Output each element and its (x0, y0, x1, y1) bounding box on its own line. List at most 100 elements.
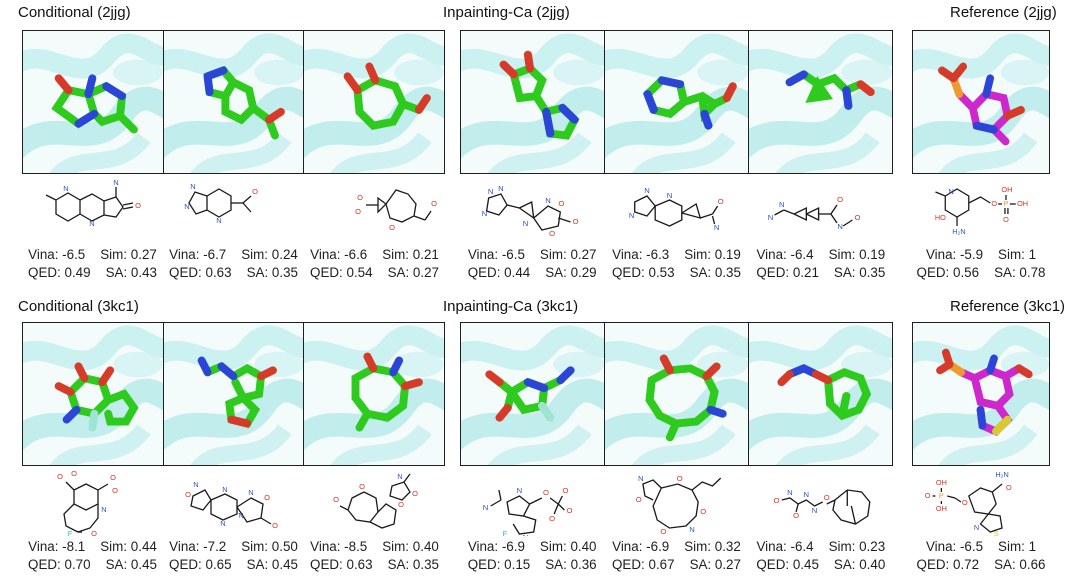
metrics: Vina: -6.7 Sim: 0.24 QED: 0.63 SA: 0.35 (163, 246, 304, 281)
metrics-strip: Vina: -5.9 Sim: 1 QED: 0.56 SA: 0.78 (912, 246, 1050, 281)
sa-label: SA: (994, 264, 1016, 280)
group-title-inpainting-2jjg: Inpainting-Ca (2jjg) (443, 4, 570, 21)
structure-strip (460, 466, 893, 536)
molecule-2d-drawing (45, 177, 142, 229)
sim-metric: Sim: 0.27 (100, 246, 157, 264)
vina-value: -6.4 (790, 539, 814, 554)
qed-value: 0.65 (205, 556, 232, 572)
molecule-2d-drawing (482, 485, 574, 536)
sim-metric: Sim: 0.50 (241, 538, 298, 556)
vina-value: -6.3 (646, 247, 670, 262)
vina-value: -5.9 (959, 247, 984, 262)
metrics-strip: Vina: -6.9 Sim: 0.40 QED: 0.15 SA: 0.36 Vi… (460, 538, 893, 573)
panel-3d-viewport (749, 323, 892, 465)
vina-metric: Vina: -6.6 (310, 246, 367, 264)
sim-value: 0.27 (570, 247, 597, 262)
panel-2d-structure (912, 466, 1050, 536)
qed-value: 0.21 (792, 264, 819, 280)
sa-value: 0.27 (714, 556, 741, 572)
sim-label: Sim: (241, 539, 269, 554)
vina-metric: Vina: -6.5 (926, 538, 983, 556)
sim-value: 0.50 (271, 539, 298, 554)
vina-label: Vina: (612, 539, 643, 554)
molecule-3d-view (461, 31, 604, 173)
qed-metric: QED: 0.56 (917, 264, 980, 282)
panel-3d-viewport (23, 323, 164, 465)
sim-metric: Sim: 0.32 (684, 538, 741, 556)
group-reference-3kc1: Vina: -6.5 Sim: 1 QED: 0.72 SA: 0.66 (912, 322, 1050, 573)
panel-3d-viewport (304, 323, 444, 465)
vina-metric: Vina: -6.9 (612, 538, 669, 556)
qed-metric: QED: 0.53 (612, 264, 675, 282)
pocket-view-strip (22, 30, 445, 174)
sa-metric: SA: 0.40 (834, 556, 885, 574)
sa-label: SA: (545, 264, 567, 280)
panel-3d-viewport (605, 323, 749, 465)
qed-value: 0.63 (205, 264, 232, 280)
sim-metric: Sim: 0.44 (100, 538, 157, 556)
metrics: Vina: -6.5 Sim: 0.27 QED: 0.44 SA: 0.29 (460, 246, 604, 281)
qed-value: 0.49 (64, 264, 91, 280)
molecule-2d-drawing (628, 185, 725, 233)
qed-metric: QED: 0.65 (169, 556, 232, 574)
vina-metric: Vina: -8.1 (28, 538, 85, 556)
qed-metric: QED: 0.15 (468, 556, 531, 574)
sa-value: 0.36 (570, 556, 597, 572)
qed-value: 0.56 (953, 264, 980, 280)
sim-value: 0.23 (859, 539, 886, 554)
vina-value: -6.5 (62, 247, 86, 262)
sa-value: 0.29 (570, 264, 597, 280)
vina-value: -6.9 (646, 539, 670, 554)
qed-value: 0.53 (648, 264, 675, 280)
sim-metric: Sim: 1 (998, 246, 1036, 264)
pocket-view-strip (912, 322, 1050, 466)
qed-value: 0.15 (504, 556, 531, 572)
group-title-conditional-2jjg: Conditional (2jjg) (18, 4, 131, 21)
qed-label: QED: (756, 556, 790, 572)
metrics: Vina: -8.5 Sim: 0.40 QED: 0.63 SA: 0.35 (304, 538, 445, 573)
qed-label: QED: (310, 556, 343, 572)
vina-label: Vina: (467, 539, 499, 554)
molecule-3d-view (304, 323, 444, 465)
qed-metric: QED: 0.49 (28, 264, 91, 282)
molecule-3d-view (164, 323, 304, 465)
panel-2d-structure (304, 466, 445, 536)
sa-metric: SA: 0.45 (247, 556, 298, 574)
sim-label: Sim: (241, 247, 269, 262)
metrics: Vina: -6.9 Sim: 0.32 QED: 0.67 SA: 0.27 (604, 538, 748, 573)
molecule-2d-drawing (56, 468, 119, 536)
structure-strip (22, 466, 445, 536)
sim-value: 0.19 (714, 247, 741, 262)
sa-value: 0.35 (271, 264, 298, 280)
vina-value: -6.6 (344, 247, 368, 262)
vina-label: Vina: (612, 247, 643, 262)
vina-value: -6.4 (790, 247, 814, 262)
panel-2d-structure (749, 174, 893, 244)
qed-metric: QED: 0.21 (756, 264, 819, 282)
group-reference-2jjg: Vina: -5.9 Sim: 1 QED: 0.56 SA: 0.78 (912, 30, 1050, 281)
vina-value: -8.1 (62, 539, 86, 554)
sa-value: 0.66 (1019, 556, 1046, 572)
metrics: Vina: -7.2 Sim: 0.50 QED: 0.65 SA: 0.45 (163, 538, 304, 573)
structure-strip (912, 466, 1050, 536)
vina-label: Vina: (310, 247, 341, 262)
molecule-2d-drawing (481, 183, 580, 239)
qed-label: QED: (169, 556, 202, 572)
group-title-inpainting-3kc1: Inpainting-Ca (3kc1) (443, 298, 579, 315)
sim-label: Sim: (684, 539, 712, 554)
sa-value: 0.35 (412, 556, 439, 572)
qed-value: 0.72 (953, 556, 980, 572)
vina-label: Vina: (28, 539, 59, 554)
molecule-2d-drawing (924, 469, 1013, 536)
sim-metric: Sim: 0.27 (540, 246, 597, 264)
molecule-2d-drawing (766, 194, 861, 232)
sa-label: SA: (387, 264, 410, 280)
molecule-2d-drawing (934, 184, 1029, 237)
group-inpainting-3kc1: Vina: -6.9 Sim: 0.40 QED: 0.15 SA: 0.36 Vi… (460, 322, 893, 573)
panel-2d-structure (304, 174, 445, 244)
sa-label: SA: (994, 556, 1016, 572)
group-conditional-3kc1: Vina: -8.1 Sim: 0.44 QED: 0.70 SA: 0.45 Vi… (22, 322, 445, 573)
molecule-3d-view (23, 31, 163, 173)
sa-label: SA: (387, 556, 410, 572)
